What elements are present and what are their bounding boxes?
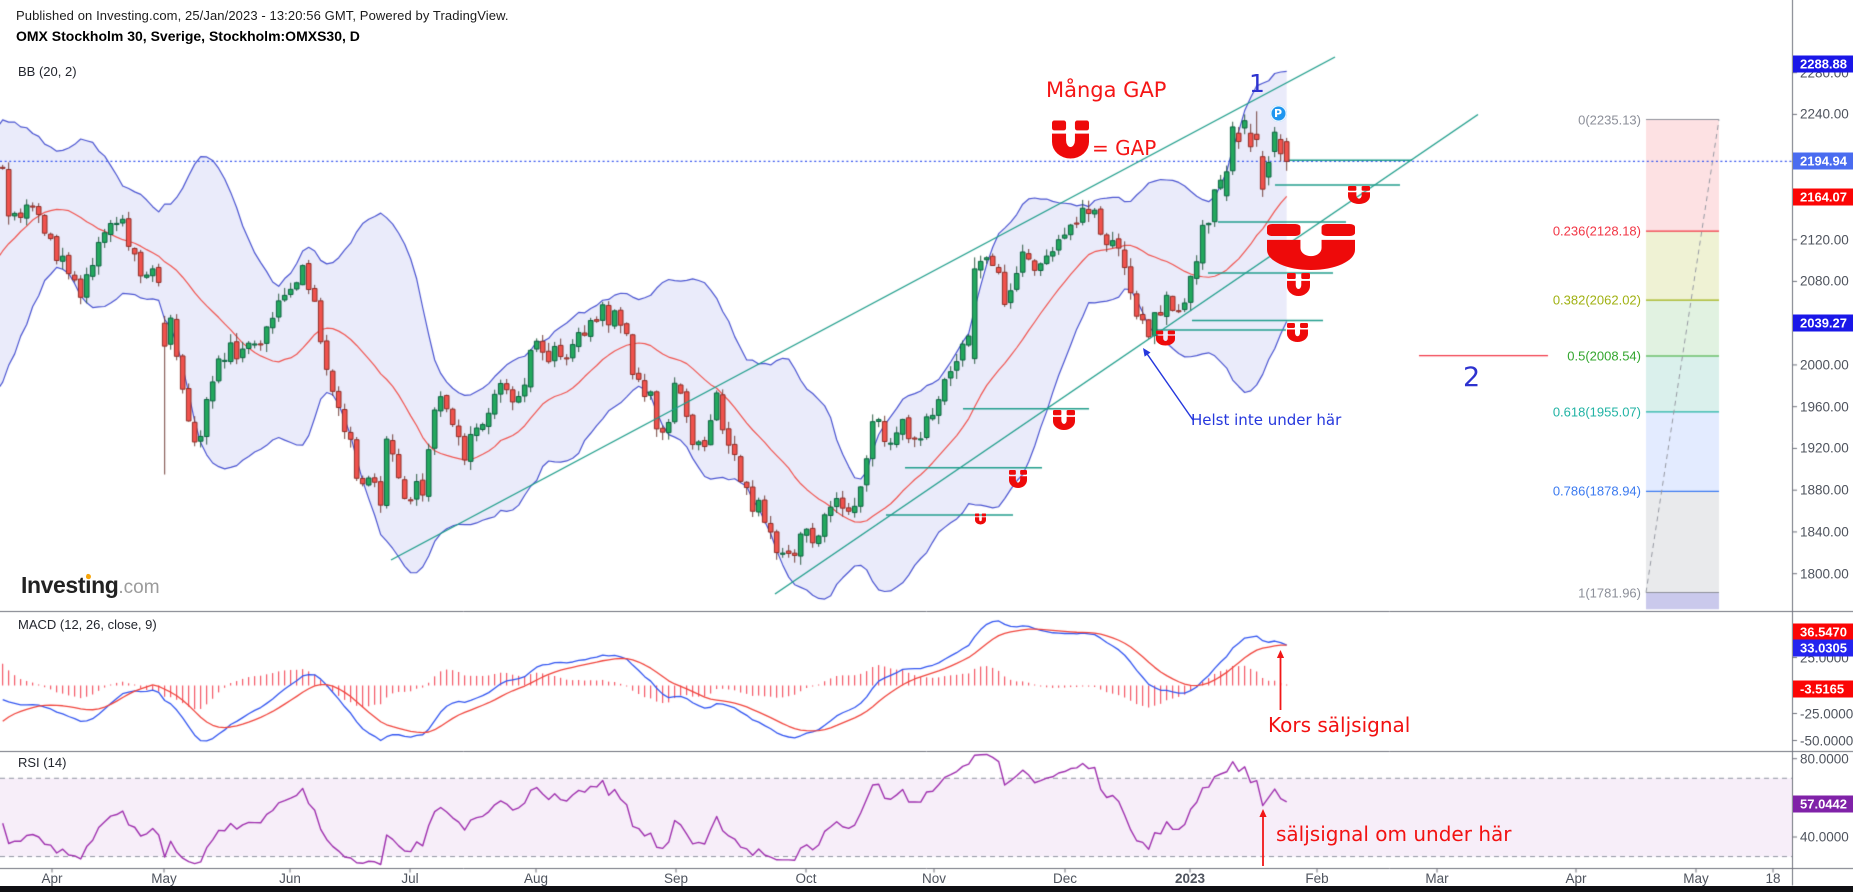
bb-indicator-label: BB (20, 2) (18, 64, 77, 79)
time-axis-label: Sep (663, 871, 689, 886)
axis-price-badge: 33.0305 (1793, 639, 1853, 657)
time-axis-label: 2023 (1174, 871, 1206, 886)
annotation-saljsignal-om-under-har: säljsignal om under här (1276, 822, 1512, 846)
annotation-gap-legend: = GAP (1092, 136, 1157, 160)
time-axis-label: May (151, 871, 177, 886)
price-axis-tick-label: 1880.00 (1800, 482, 1849, 498)
rsi-axis-tick-label: 40.0000 (1800, 829, 1849, 845)
price-axis-tick-label: 1920.00 (1800, 440, 1849, 456)
price-axis-tick-label: 1800.00 (1800, 566, 1849, 582)
axis-price-badge: 2039.27 (1793, 314, 1853, 331)
fib-level-label: 0.236(2128.18) (1552, 223, 1641, 239)
macd-axis-tick-label: -25.0000 (1800, 706, 1853, 721)
fib-level-label: 0(2235.13) (1578, 112, 1641, 127)
macd-axis-tick-label: -50.0000 (1800, 733, 1853, 748)
price-axis-tick-label: 2240.00 (1800, 106, 1849, 122)
fib-level-label: 0.382(2062.02) (1552, 292, 1641, 308)
macd-indicator-label: MACD (12, 26, close, 9) (18, 617, 157, 632)
fib-level-label: 0.5(2008.54) (1567, 348, 1641, 364)
investing-watermark-logo: Investı ng.com (21, 572, 160, 598)
annotation-label-2: 2 (1463, 362, 1481, 393)
axis-price-badge: -3.5165 (1793, 680, 1853, 697)
time-axis-label: Mar (1425, 871, 1449, 886)
price-axis-tick-label: 1960.00 (1800, 399, 1849, 415)
time-axis-label: 18 (1765, 871, 1781, 886)
logo-orange-dot (84, 572, 91, 580)
time-axis-label: Apr (1565, 871, 1587, 886)
time-axis-label: Jun (279, 871, 301, 886)
publication-marker: P (1269, 105, 1287, 122)
price-axis-tick-label: 2000.00 (1800, 357, 1849, 373)
chart-title: OMX Stockholm 30, Sverige, Stockholm:OMX… (16, 28, 360, 44)
fib-level-label: 1(1781.96) (1578, 585, 1641, 601)
axis-price-badge: 2288.88 (1793, 55, 1853, 72)
time-axis-label: Aug (523, 871, 549, 886)
time-axis-label: Feb (1305, 871, 1329, 886)
published-line: Published on Investing.com, 25/Jan/2023 … (16, 8, 509, 23)
price-axis-tick-label: 2120.00 (1800, 232, 1849, 248)
axis-price-badge: 2164.07 (1793, 188, 1853, 206)
price-axis-tick-label: 1840.00 (1800, 524, 1849, 540)
time-axis-label: May (1683, 871, 1709, 886)
time-axis-label: Oct (795, 871, 817, 886)
axis-price-badge: 57.0442 (1793, 795, 1853, 813)
rsi-indicator-label: RSI (14) (18, 755, 67, 770)
annotation-manga-gap: Många GAP (1046, 78, 1167, 102)
annotation-helst-inte-under-har: Helst inte under här (1191, 411, 1342, 429)
annotation-kors-saljsignal: Kors säljsignal (1268, 713, 1411, 737)
price-axis-tick-label: 2080.00 (1800, 273, 1849, 289)
fib-level-label: 0.618(1955.07) (1552, 404, 1641, 420)
time-axis-label: Dec (1052, 871, 1078, 886)
axis-price-badge: 2194.94 (1793, 152, 1853, 170)
time-axis-label: Apr (41, 871, 63, 886)
annotation-label-1: 1 (1249, 69, 1265, 98)
time-axis-label: Jul (401, 871, 419, 886)
rsi-axis-tick-label: 80.0000 (1800, 751, 1849, 767)
bottom-black-strip (0, 885, 1853, 892)
time-axis-label: Nov (921, 871, 947, 886)
fib-level-label: 0.786(1878.94) (1552, 483, 1641, 499)
axis-price-badge: 36.5470 (1793, 623, 1853, 640)
